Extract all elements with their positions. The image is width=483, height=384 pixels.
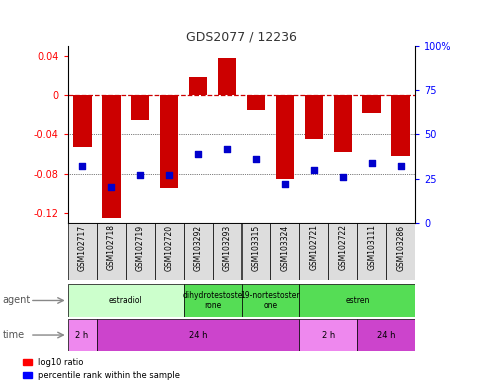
Text: estradiol: estradiol <box>109 296 142 305</box>
Text: GSM103111: GSM103111 <box>368 224 376 270</box>
Text: 24 h: 24 h <box>377 331 396 339</box>
Point <box>136 172 144 178</box>
Point <box>397 163 405 169</box>
Text: GSM103286: GSM103286 <box>397 224 405 271</box>
Text: dihydrotestoste
rone: dihydrotestoste rone <box>183 291 242 310</box>
Bar <box>131 95 150 120</box>
Point <box>165 172 173 178</box>
Text: GSM103315: GSM103315 <box>252 224 260 271</box>
Point <box>339 174 347 180</box>
Bar <box>334 95 353 152</box>
Bar <box>305 95 324 139</box>
Text: GSM102720: GSM102720 <box>165 224 173 271</box>
Text: GSM102718: GSM102718 <box>107 224 115 270</box>
Text: 2 h: 2 h <box>75 331 89 339</box>
Bar <box>242 284 299 317</box>
Bar <box>73 95 92 147</box>
Point <box>107 184 115 190</box>
Bar <box>155 223 184 280</box>
Bar <box>218 58 237 95</box>
Point <box>78 163 86 169</box>
Text: GSM102717: GSM102717 <box>78 224 86 271</box>
Bar <box>386 223 415 280</box>
Text: GSM102719: GSM102719 <box>136 224 144 271</box>
Text: agent: agent <box>2 295 30 306</box>
Bar <box>299 319 357 351</box>
Text: 24 h: 24 h <box>189 331 207 339</box>
Bar <box>160 95 179 189</box>
Text: GSM103293: GSM103293 <box>223 224 231 271</box>
Bar <box>213 223 242 280</box>
Point <box>252 156 260 162</box>
Text: 2 h: 2 h <box>322 331 335 339</box>
Text: GSM102721: GSM102721 <box>310 224 318 270</box>
Bar <box>68 319 97 351</box>
Bar <box>363 95 382 113</box>
Bar <box>328 223 357 280</box>
Bar <box>97 223 126 280</box>
Bar <box>102 95 121 218</box>
Text: time: time <box>2 330 25 340</box>
Bar <box>126 223 155 280</box>
Text: GSM103324: GSM103324 <box>281 224 289 271</box>
Bar <box>357 319 415 351</box>
Bar <box>184 223 213 280</box>
Text: GSM103292: GSM103292 <box>194 224 202 271</box>
Point <box>368 160 376 166</box>
Bar <box>357 223 386 280</box>
Point <box>194 151 202 157</box>
Bar <box>242 223 270 280</box>
Bar <box>97 319 299 351</box>
Title: GDS2077 / 12236: GDS2077 / 12236 <box>186 30 297 43</box>
Text: 19-nortestoster
one: 19-nortestoster one <box>241 291 300 310</box>
Bar <box>299 223 328 280</box>
Bar <box>247 95 266 110</box>
Bar <box>270 223 299 280</box>
Bar <box>68 284 184 317</box>
Bar <box>184 284 242 317</box>
Legend: log10 ratio, percentile rank within the sample: log10 ratio, percentile rank within the … <box>24 358 181 380</box>
Bar <box>68 223 97 280</box>
Text: estren: estren <box>345 296 369 305</box>
Point <box>310 167 318 173</box>
Bar <box>299 284 415 317</box>
Text: GSM102722: GSM102722 <box>339 224 347 270</box>
Point <box>281 181 289 187</box>
Bar <box>189 78 208 95</box>
Bar <box>392 95 411 156</box>
Bar <box>276 95 295 179</box>
Point <box>223 146 231 152</box>
